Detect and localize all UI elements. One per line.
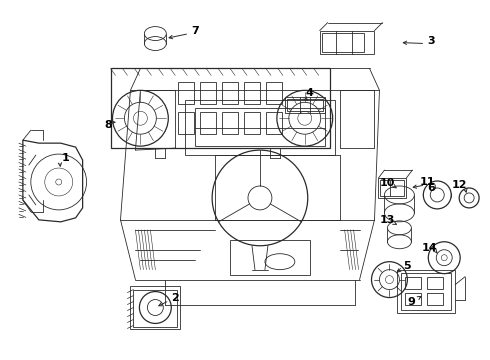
Bar <box>133 289 177 328</box>
Bar <box>222 112 238 134</box>
Bar <box>427 276 443 289</box>
Text: 7: 7 <box>191 26 199 36</box>
Bar <box>178 82 194 104</box>
Bar <box>287 99 323 111</box>
Text: 1: 1 <box>62 153 70 163</box>
Text: 8: 8 <box>105 120 112 130</box>
Bar <box>178 112 194 134</box>
Text: 11: 11 <box>419 177 435 187</box>
Bar <box>405 293 421 305</box>
Bar <box>378 178 406 198</box>
Bar <box>266 82 282 104</box>
Bar <box>397 270 455 314</box>
Text: 12: 12 <box>451 180 467 190</box>
Bar <box>405 276 421 289</box>
Text: 4: 4 <box>306 88 314 98</box>
Text: 6: 6 <box>427 183 435 193</box>
Bar <box>222 82 238 104</box>
Text: 5: 5 <box>404 261 411 271</box>
Bar <box>130 285 180 329</box>
Bar <box>319 31 374 54</box>
Text: 13: 13 <box>380 215 395 225</box>
Text: 2: 2 <box>172 293 179 302</box>
Bar <box>185 100 335 155</box>
Bar <box>230 240 310 275</box>
Bar <box>195 108 325 146</box>
Bar <box>401 273 451 310</box>
Bar <box>244 82 260 104</box>
Bar <box>427 293 443 305</box>
Text: 9: 9 <box>407 297 416 306</box>
Bar <box>380 180 404 196</box>
Bar <box>322 32 364 53</box>
Text: 10: 10 <box>380 178 395 188</box>
Text: 3: 3 <box>427 36 435 46</box>
Bar <box>200 82 216 104</box>
Text: 14: 14 <box>421 243 437 253</box>
Bar <box>244 112 260 134</box>
Bar <box>266 112 282 134</box>
Bar <box>200 112 216 134</box>
Bar <box>285 97 325 113</box>
